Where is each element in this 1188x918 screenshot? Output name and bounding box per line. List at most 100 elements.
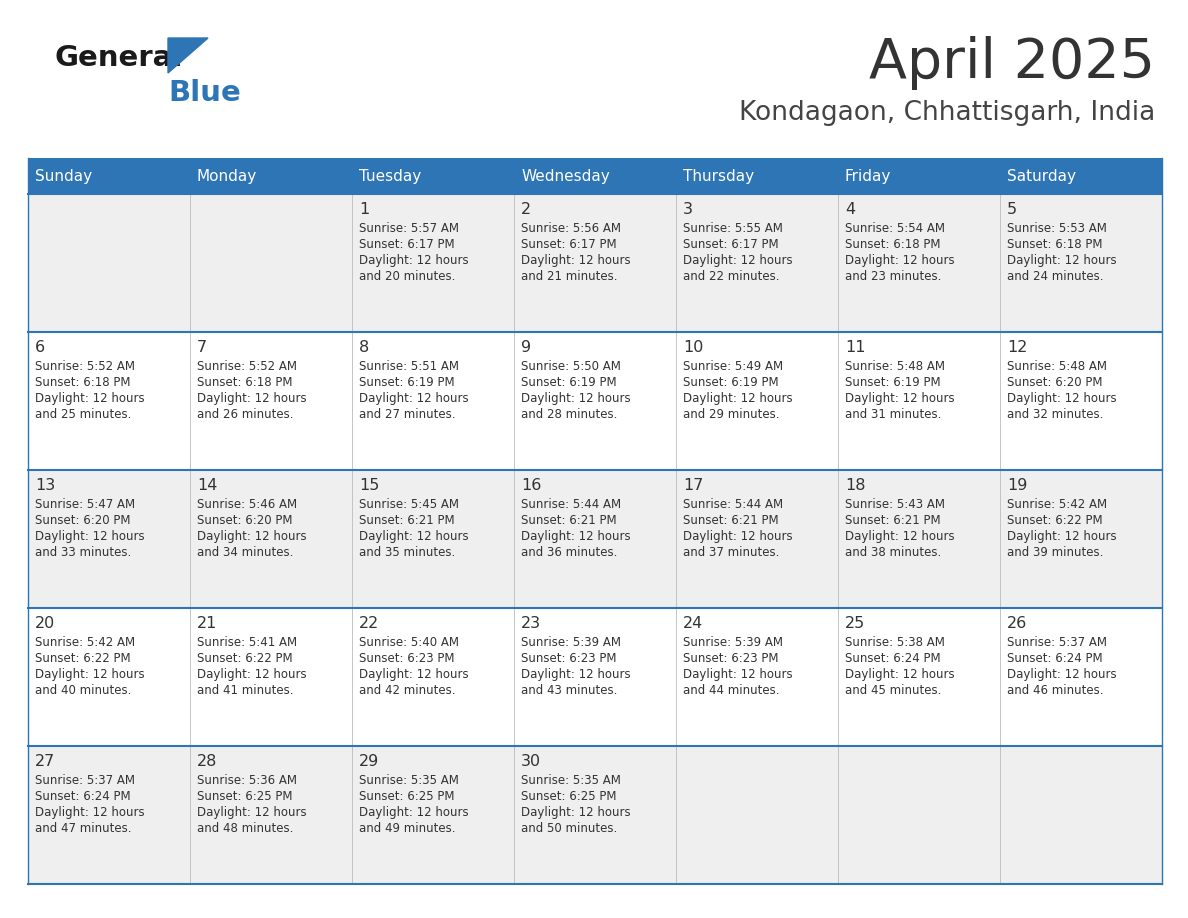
Text: 15: 15	[359, 478, 379, 493]
Text: 28: 28	[197, 754, 217, 769]
Text: Sunset: 6:25 PM: Sunset: 6:25 PM	[197, 790, 292, 803]
Text: Daylight: 12 hours: Daylight: 12 hours	[1007, 392, 1117, 405]
Text: and 38 minutes.: and 38 minutes.	[845, 546, 941, 559]
Text: Sunset: 6:18 PM: Sunset: 6:18 PM	[197, 376, 292, 389]
Text: and 21 minutes.: and 21 minutes.	[522, 270, 618, 283]
Text: and 50 minutes.: and 50 minutes.	[522, 822, 618, 835]
Text: Sunrise: 5:41 AM: Sunrise: 5:41 AM	[197, 636, 297, 649]
Bar	[29, 746, 1162, 884]
Polygon shape	[168, 38, 208, 73]
Text: Sunset: 6:22 PM: Sunset: 6:22 PM	[1007, 514, 1102, 527]
Text: 10: 10	[683, 340, 703, 355]
Text: Daylight: 12 hours: Daylight: 12 hours	[845, 392, 955, 405]
Text: Sunset: 6:17 PM: Sunset: 6:17 PM	[359, 238, 455, 251]
Text: Daylight: 12 hours: Daylight: 12 hours	[34, 806, 145, 819]
Text: 1: 1	[359, 202, 369, 217]
Text: Sunset: 6:25 PM: Sunset: 6:25 PM	[359, 790, 455, 803]
Text: Daylight: 12 hours: Daylight: 12 hours	[845, 530, 955, 543]
Text: Sunset: 6:23 PM: Sunset: 6:23 PM	[522, 652, 617, 665]
Text: Daylight: 12 hours: Daylight: 12 hours	[34, 392, 145, 405]
Text: and 39 minutes.: and 39 minutes.	[1007, 546, 1104, 559]
Text: 8: 8	[359, 340, 369, 355]
Text: General: General	[55, 44, 183, 72]
Text: Friday: Friday	[845, 169, 891, 184]
Text: 30: 30	[522, 754, 541, 769]
Text: Daylight: 12 hours: Daylight: 12 hours	[197, 392, 307, 405]
Text: Sunrise: 5:35 AM: Sunrise: 5:35 AM	[522, 774, 621, 787]
Text: and 33 minutes.: and 33 minutes.	[34, 546, 131, 559]
Text: Sunset: 6:22 PM: Sunset: 6:22 PM	[34, 652, 131, 665]
Text: Sunset: 6:23 PM: Sunset: 6:23 PM	[359, 652, 455, 665]
Text: Daylight: 12 hours: Daylight: 12 hours	[359, 530, 468, 543]
Text: Sunset: 6:20 PM: Sunset: 6:20 PM	[1007, 376, 1102, 389]
Text: Sunset: 6:19 PM: Sunset: 6:19 PM	[845, 376, 941, 389]
Text: and 29 minutes.: and 29 minutes.	[683, 408, 779, 421]
Text: Sunset: 6:19 PM: Sunset: 6:19 PM	[522, 376, 617, 389]
Text: Sunrise: 5:39 AM: Sunrise: 5:39 AM	[522, 636, 621, 649]
Text: Sunrise: 5:51 AM: Sunrise: 5:51 AM	[359, 360, 459, 373]
Bar	[29, 332, 1162, 470]
Text: Sunrise: 5:40 AM: Sunrise: 5:40 AM	[359, 636, 459, 649]
Text: Sunrise: 5:38 AM: Sunrise: 5:38 AM	[845, 636, 944, 649]
Text: Daylight: 12 hours: Daylight: 12 hours	[359, 806, 468, 819]
Text: Sunrise: 5:37 AM: Sunrise: 5:37 AM	[1007, 636, 1107, 649]
Text: Sunrise: 5:42 AM: Sunrise: 5:42 AM	[34, 636, 135, 649]
Text: Daylight: 12 hours: Daylight: 12 hours	[197, 668, 307, 681]
Text: Daylight: 12 hours: Daylight: 12 hours	[522, 392, 631, 405]
Text: Daylight: 12 hours: Daylight: 12 hours	[197, 530, 307, 543]
Text: Sunrise: 5:45 AM: Sunrise: 5:45 AM	[359, 498, 459, 511]
Text: Daylight: 12 hours: Daylight: 12 hours	[683, 254, 792, 267]
Text: and 26 minutes.: and 26 minutes.	[197, 408, 293, 421]
Text: Sunrise: 5:35 AM: Sunrise: 5:35 AM	[359, 774, 459, 787]
Text: Sunset: 6:20 PM: Sunset: 6:20 PM	[197, 514, 292, 527]
Text: Daylight: 12 hours: Daylight: 12 hours	[683, 392, 792, 405]
Text: Sunrise: 5:43 AM: Sunrise: 5:43 AM	[845, 498, 944, 511]
Text: and 41 minutes.: and 41 minutes.	[197, 684, 293, 697]
Text: Sunset: 6:19 PM: Sunset: 6:19 PM	[683, 376, 778, 389]
Text: Daylight: 12 hours: Daylight: 12 hours	[359, 668, 468, 681]
Text: Daylight: 12 hours: Daylight: 12 hours	[845, 668, 955, 681]
Text: 5: 5	[1007, 202, 1017, 217]
Text: Sunrise: 5:46 AM: Sunrise: 5:46 AM	[197, 498, 297, 511]
Text: Daylight: 12 hours: Daylight: 12 hours	[359, 392, 468, 405]
Text: April 2025: April 2025	[868, 36, 1155, 90]
Text: and 45 minutes.: and 45 minutes.	[845, 684, 941, 697]
Text: 17: 17	[683, 478, 703, 493]
Text: and 44 minutes.: and 44 minutes.	[683, 684, 779, 697]
Text: Daylight: 12 hours: Daylight: 12 hours	[1007, 668, 1117, 681]
Text: 6: 6	[34, 340, 45, 355]
Text: Sunrise: 5:42 AM: Sunrise: 5:42 AM	[1007, 498, 1107, 511]
Text: Sunrise: 5:36 AM: Sunrise: 5:36 AM	[197, 774, 297, 787]
Text: and 47 minutes.: and 47 minutes.	[34, 822, 132, 835]
Text: 18: 18	[845, 478, 866, 493]
Text: Daylight: 12 hours: Daylight: 12 hours	[34, 668, 145, 681]
Text: Daylight: 12 hours: Daylight: 12 hours	[1007, 530, 1117, 543]
Text: and 27 minutes.: and 27 minutes.	[359, 408, 455, 421]
Text: 3: 3	[683, 202, 693, 217]
Text: Blue: Blue	[168, 79, 241, 107]
Text: Sunset: 6:21 PM: Sunset: 6:21 PM	[359, 514, 455, 527]
Text: Sunset: 6:17 PM: Sunset: 6:17 PM	[683, 238, 778, 251]
Text: Monday: Monday	[197, 169, 258, 184]
Text: Sunrise: 5:50 AM: Sunrise: 5:50 AM	[522, 360, 621, 373]
Text: 29: 29	[359, 754, 379, 769]
Text: Daylight: 12 hours: Daylight: 12 hours	[1007, 254, 1117, 267]
Text: and 24 minutes.: and 24 minutes.	[1007, 270, 1104, 283]
Text: Sunrise: 5:48 AM: Sunrise: 5:48 AM	[845, 360, 944, 373]
Text: and 37 minutes.: and 37 minutes.	[683, 546, 779, 559]
Text: 22: 22	[359, 616, 379, 631]
Text: Wednesday: Wednesday	[522, 169, 609, 184]
Text: Sunset: 6:19 PM: Sunset: 6:19 PM	[359, 376, 455, 389]
Text: Sunrise: 5:39 AM: Sunrise: 5:39 AM	[683, 636, 783, 649]
Text: Daylight: 12 hours: Daylight: 12 hours	[359, 254, 468, 267]
Text: and 23 minutes.: and 23 minutes.	[845, 270, 941, 283]
Text: 21: 21	[197, 616, 217, 631]
Bar	[29, 194, 1162, 332]
Text: 12: 12	[1007, 340, 1028, 355]
Text: Daylight: 12 hours: Daylight: 12 hours	[34, 530, 145, 543]
Text: and 25 minutes.: and 25 minutes.	[34, 408, 132, 421]
Text: and 46 minutes.: and 46 minutes.	[1007, 684, 1104, 697]
Text: and 20 minutes.: and 20 minutes.	[359, 270, 455, 283]
Text: Daylight: 12 hours: Daylight: 12 hours	[522, 668, 631, 681]
Text: Sunset: 6:22 PM: Sunset: 6:22 PM	[197, 652, 292, 665]
